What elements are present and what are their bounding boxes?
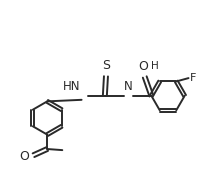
Text: S: S bbox=[102, 59, 110, 72]
Text: N: N bbox=[124, 80, 132, 92]
Text: O: O bbox=[139, 60, 149, 73]
Text: O: O bbox=[20, 150, 29, 163]
Text: H: H bbox=[151, 61, 159, 71]
Text: F: F bbox=[190, 73, 197, 83]
Text: HN: HN bbox=[63, 80, 81, 92]
